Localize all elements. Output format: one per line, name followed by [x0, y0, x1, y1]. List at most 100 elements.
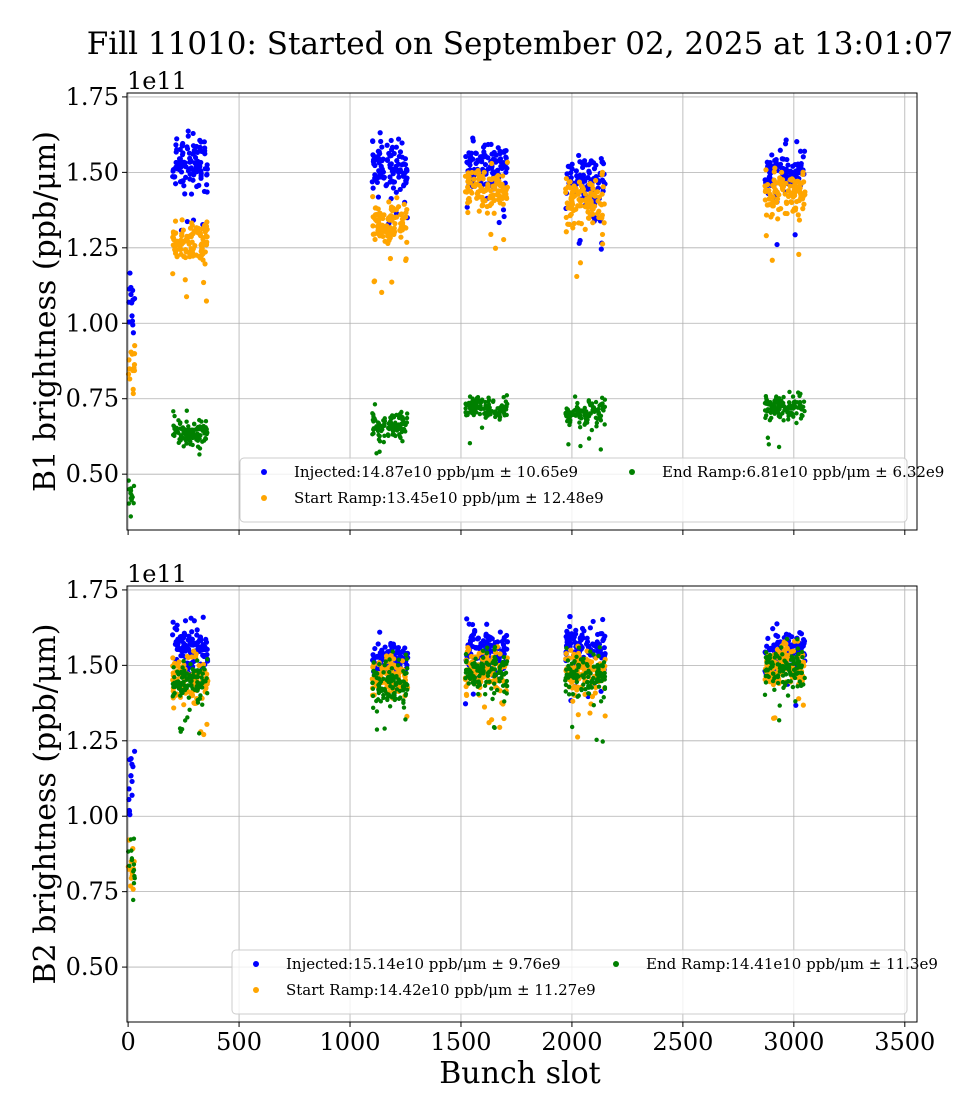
data-point-end-ramp	[575, 400, 580, 406]
data-point-start-ramp	[200, 250, 206, 257]
data-point-injected	[194, 160, 200, 166]
data-point-end-ramp	[471, 673, 476, 679]
data-point-start-ramp	[465, 209, 471, 216]
data-point-injected	[783, 137, 789, 143]
data-point-end-ramp	[203, 425, 208, 430]
data-point-start-ramp	[490, 196, 496, 202]
data-point-start-ramp	[486, 720, 492, 726]
data-point-injected	[379, 144, 385, 150]
data-point-end-ramp	[491, 725, 497, 730]
data-point-injected	[590, 618, 596, 625]
data-point-end-ramp	[796, 665, 801, 670]
data-point-injected	[464, 616, 470, 622]
data-point-end-ramp	[400, 417, 405, 423]
data-point-end-ramp	[401, 698, 406, 703]
data-point-start-ramp	[372, 236, 378, 243]
data-point-start-ramp	[479, 173, 485, 179]
data-point-injected	[370, 185, 376, 191]
data-point-start-ramp	[784, 210, 790, 217]
data-point-start-ramp	[475, 167, 481, 174]
data-point-end-ramp	[597, 403, 602, 408]
data-point-end-ramp	[370, 686, 376, 691]
data-point-end-ramp	[472, 677, 477, 682]
x-tick-label: 0	[120, 1028, 135, 1056]
data-point-end-ramp	[776, 718, 782, 723]
data-point-end-ramp	[502, 699, 507, 704]
data-point-start-ramp	[574, 273, 580, 280]
data-point-injected	[183, 174, 189, 180]
data-point-injected	[390, 185, 397, 191]
x-tick-label: 1000	[319, 1028, 380, 1056]
data-point-end-ramp	[572, 671, 577, 676]
data-point-injected	[580, 635, 586, 641]
data-point-injected	[762, 177, 768, 183]
data-point-end-ramp	[481, 668, 486, 674]
data-point-end-ramp	[474, 395, 480, 401]
data-point-injected	[180, 644, 186, 650]
data-point-end-ramp	[400, 439, 405, 444]
data-point-injected	[181, 183, 187, 189]
data-point-start-ramp	[490, 192, 496, 198]
data-point-end-ramp	[487, 679, 492, 685]
data-point-end-ramp	[781, 394, 786, 400]
data-point-injected	[173, 149, 179, 155]
data-point-end-ramp	[377, 449, 382, 454]
data-point-end-ramp	[386, 426, 392, 432]
data-point-injected	[384, 181, 390, 188]
data-point-injected	[469, 621, 476, 628]
data-point-end-ramp	[484, 679, 489, 685]
data-point-end-ramp	[403, 717, 408, 722]
data-point-start-ramp	[795, 675, 801, 681]
data-point-injected	[170, 168, 176, 174]
data-point-end-ramp	[184, 429, 189, 435]
data-point-end-ramp	[390, 673, 395, 678]
data-point-injected	[801, 638, 808, 644]
data-point-end-ramp	[789, 411, 795, 416]
data-point-end-ramp	[205, 690, 210, 696]
data-point-end-ramp	[791, 661, 796, 667]
data-point-injected	[797, 148, 804, 154]
data-point-start-ramp	[570, 698, 576, 704]
data-point-end-ramp	[583, 421, 588, 426]
data-point-end-ramp	[504, 678, 510, 684]
data-point-end-ramp	[768, 410, 773, 415]
data-point-start-ramp	[130, 390, 136, 397]
data-point-injected	[587, 160, 594, 166]
data-point-injected	[187, 171, 193, 177]
data-point-end-ramp	[592, 681, 597, 686]
data-point-end-ramp	[387, 669, 392, 675]
data-point-end-ramp	[598, 418, 604, 423]
y-tick-label: 0.75	[66, 385, 119, 413]
data-point-injected	[201, 188, 208, 195]
data-point-end-ramp	[187, 707, 192, 713]
data-point-start-ramp	[784, 645, 790, 651]
data-point-injected	[382, 644, 388, 650]
data-point-end-ramp	[497, 665, 503, 670]
data-point-end-ramp	[204, 676, 209, 681]
data-point-injected	[370, 152, 376, 158]
data-point-end-ramp	[376, 427, 381, 432]
data-point-end-ramp	[171, 423, 176, 428]
data-point-end-ramp	[777, 703, 782, 708]
data-point-start-ramp	[792, 190, 798, 196]
data-point-injected	[129, 761, 135, 767]
data-point-start-ramp	[565, 205, 571, 211]
data-point-injected	[771, 642, 777, 648]
data-point-end-ramp	[795, 684, 800, 689]
data-point-end-ramp	[594, 424, 599, 429]
data-point-start-ramp	[465, 184, 471, 190]
data-point-end-ramp	[569, 724, 575, 730]
y-tick-label: 1.75	[66, 83, 119, 111]
data-point-injected	[579, 625, 586, 632]
data-point-injected	[202, 166, 208, 172]
data-point-end-ramp	[563, 682, 569, 688]
data-point-end-ramp	[492, 672, 498, 677]
data-point-end-ramp	[467, 394, 473, 399]
data-point-end-ramp	[197, 696, 203, 701]
data-point-start-ramp	[566, 221, 573, 228]
data-point-start-ramp	[203, 233, 209, 239]
data-point-start-ramp	[791, 206, 797, 212]
data-point-injected	[393, 210, 400, 216]
data-point-end-ramp	[376, 684, 382, 689]
data-point-start-ramp	[586, 204, 592, 210]
